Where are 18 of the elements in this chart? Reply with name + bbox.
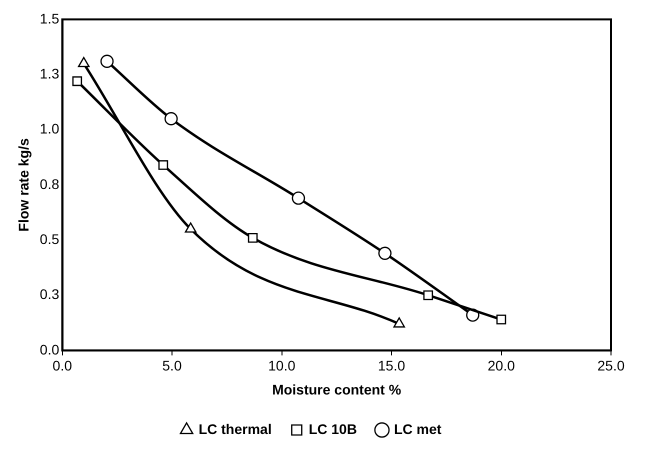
x-tick-label: 25.0 [597, 358, 625, 374]
y-tick-label: 0.5 [40, 230, 60, 247]
y-tick-label: 1.5 [40, 10, 60, 26]
y-tick-label: 0.3 [40, 286, 60, 302]
x-tick-label: 10.0 [268, 358, 296, 374]
legend-label: LC met [394, 420, 442, 437]
y-tick-label: 0.0 [40, 341, 60, 358]
x-tick-label: 15.0 [378, 358, 406, 374]
y-tick-label: 0.8 [40, 176, 60, 192]
y-tick-label: 1.3 [40, 65, 60, 82]
legend-label: LC thermal [198, 420, 272, 437]
y-tick-label: 1.0 [40, 120, 60, 137]
y-axis-title: Flow rate kg/s [15, 138, 32, 232]
x-axis-title: Moisture content % [272, 381, 402, 398]
legend-label: LC 10B [308, 420, 357, 437]
x-tick-label: 20.0 [488, 358, 516, 374]
x-tick-label: 0.0 [52, 358, 72, 374]
x-tick-label: 5.0 [162, 358, 182, 374]
